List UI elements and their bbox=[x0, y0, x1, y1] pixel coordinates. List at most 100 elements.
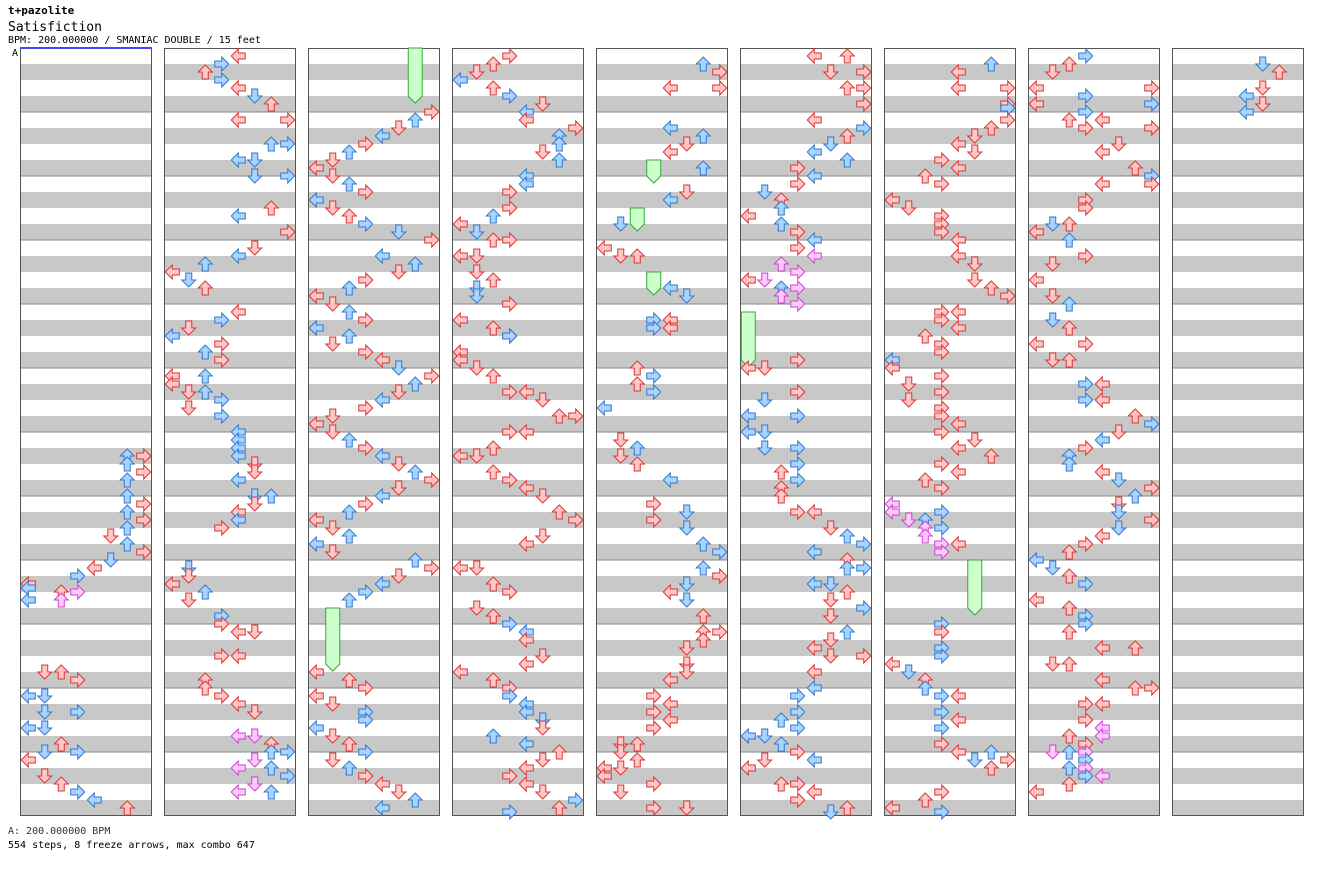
step-arrow-right bbox=[934, 623, 950, 641]
beat-stripe bbox=[740, 464, 872, 480]
beat-stripe bbox=[740, 752, 872, 768]
beat-stripe bbox=[884, 96, 1016, 112]
step-arrow-down bbox=[390, 360, 407, 376]
step-arrow-right bbox=[934, 503, 950, 521]
step-arrow-left bbox=[596, 399, 612, 417]
beat-stripe bbox=[164, 144, 296, 160]
step-arrow-left bbox=[230, 247, 246, 265]
step-arrow-right bbox=[358, 767, 374, 785]
step-arrow-up bbox=[119, 800, 136, 816]
step-arrow-left bbox=[662, 279, 678, 297]
step-arrow-up bbox=[485, 464, 502, 480]
beat-stripe bbox=[740, 80, 872, 96]
beat-stripe bbox=[740, 288, 872, 304]
step-arrow-up bbox=[1061, 56, 1078, 72]
step-arrow-right bbox=[502, 767, 518, 785]
step-arrow-left bbox=[308, 511, 324, 529]
step-arrow-right bbox=[934, 479, 950, 497]
beat-stripe bbox=[1028, 96, 1160, 112]
step-arrow-up bbox=[485, 320, 502, 336]
beat-stripe bbox=[20, 416, 152, 432]
beat-stripe bbox=[164, 192, 296, 208]
beat-stripe bbox=[1028, 400, 1160, 416]
step-arrow-up bbox=[341, 208, 358, 224]
chart-column-panel bbox=[740, 48, 872, 816]
step-arrow-down bbox=[1044, 288, 1061, 304]
step-arrow-left bbox=[1094, 143, 1110, 161]
step-arrow-left bbox=[950, 711, 966, 729]
freeze-arrow bbox=[325, 607, 341, 672]
step-arrow-left bbox=[518, 735, 534, 753]
step-arrow-down bbox=[1044, 560, 1061, 576]
song-title: Satisfiction bbox=[8, 20, 102, 35]
beat-stripe bbox=[1028, 128, 1160, 144]
step-arrow-down bbox=[1044, 312, 1061, 328]
beat-stripe bbox=[1028, 496, 1160, 512]
beat-stripe bbox=[1028, 656, 1160, 672]
freeze-arrow bbox=[646, 271, 662, 296]
step-arrow-up bbox=[485, 672, 502, 688]
beat-stripe bbox=[308, 528, 440, 544]
beat-stripe bbox=[596, 304, 728, 320]
step-arrow-down bbox=[246, 704, 263, 720]
step-arrow-right bbox=[568, 791, 584, 809]
step-arrow-up bbox=[773, 216, 790, 232]
beat-stripe bbox=[164, 272, 296, 288]
step-arrow-right bbox=[1078, 247, 1094, 265]
step-arrow-down bbox=[822, 648, 839, 664]
step-arrow-up bbox=[983, 760, 1000, 776]
step-arrow-down bbox=[1254, 80, 1271, 96]
step-arrow-right bbox=[424, 367, 440, 385]
beat-stripe bbox=[740, 48, 872, 64]
step-arrow-up bbox=[263, 200, 280, 216]
step-arrow-left bbox=[950, 247, 966, 265]
beat-stripe bbox=[596, 624, 728, 640]
step-arrow-right bbox=[934, 543, 950, 561]
step-arrow-down bbox=[390, 456, 407, 472]
beat-stripe bbox=[452, 416, 584, 432]
beat-stripe bbox=[1028, 464, 1160, 480]
step-arrow-down bbox=[756, 184, 773, 200]
step-arrow-left bbox=[518, 383, 534, 401]
step-arrow-left bbox=[662, 711, 678, 729]
step-arrow-right bbox=[502, 615, 518, 633]
beat-stripe bbox=[1172, 272, 1304, 288]
step-arrow-up bbox=[695, 560, 712, 576]
beat-stripe bbox=[20, 192, 152, 208]
beat-stripe bbox=[452, 480, 584, 496]
step-arrow-left bbox=[518, 703, 534, 721]
step-arrow-down bbox=[180, 592, 197, 608]
step-arrow-left bbox=[1238, 87, 1254, 105]
step-arrow-up bbox=[485, 56, 502, 72]
beat-stripe bbox=[20, 624, 152, 640]
step-arrow-down bbox=[678, 640, 695, 656]
step-arrow-up bbox=[263, 744, 280, 760]
beat-stripe bbox=[452, 752, 584, 768]
step-arrow-right bbox=[1144, 175, 1160, 193]
beat-stripe bbox=[1028, 784, 1160, 800]
beat-stripe bbox=[164, 592, 296, 608]
beat-stripe bbox=[308, 656, 440, 672]
beat-stripe bbox=[20, 176, 152, 192]
beat-stripe bbox=[884, 160, 1016, 176]
beat-stripe bbox=[20, 480, 152, 496]
beat-stripe bbox=[1172, 336, 1304, 352]
step-arrow-down bbox=[246, 168, 263, 184]
step-arrow-down bbox=[612, 760, 629, 776]
step-arrow-up bbox=[917, 472, 934, 488]
step-arrow-up bbox=[773, 288, 790, 304]
beat-stripe bbox=[1172, 496, 1304, 512]
beat-stripe bbox=[452, 576, 584, 592]
beat-stripe bbox=[884, 112, 1016, 128]
beat-stripe bbox=[596, 112, 728, 128]
beat-stripe bbox=[308, 720, 440, 736]
beat-stripe bbox=[1028, 624, 1160, 640]
beat-stripe bbox=[740, 448, 872, 464]
step-arrow-right bbox=[790, 687, 806, 705]
beat-stripe bbox=[1172, 672, 1304, 688]
step-arrow-up bbox=[983, 448, 1000, 464]
step-arrow-left bbox=[20, 751, 36, 769]
beat-stripe bbox=[1172, 256, 1304, 272]
step-arrow-up bbox=[773, 464, 790, 480]
beat-stripe bbox=[164, 704, 296, 720]
